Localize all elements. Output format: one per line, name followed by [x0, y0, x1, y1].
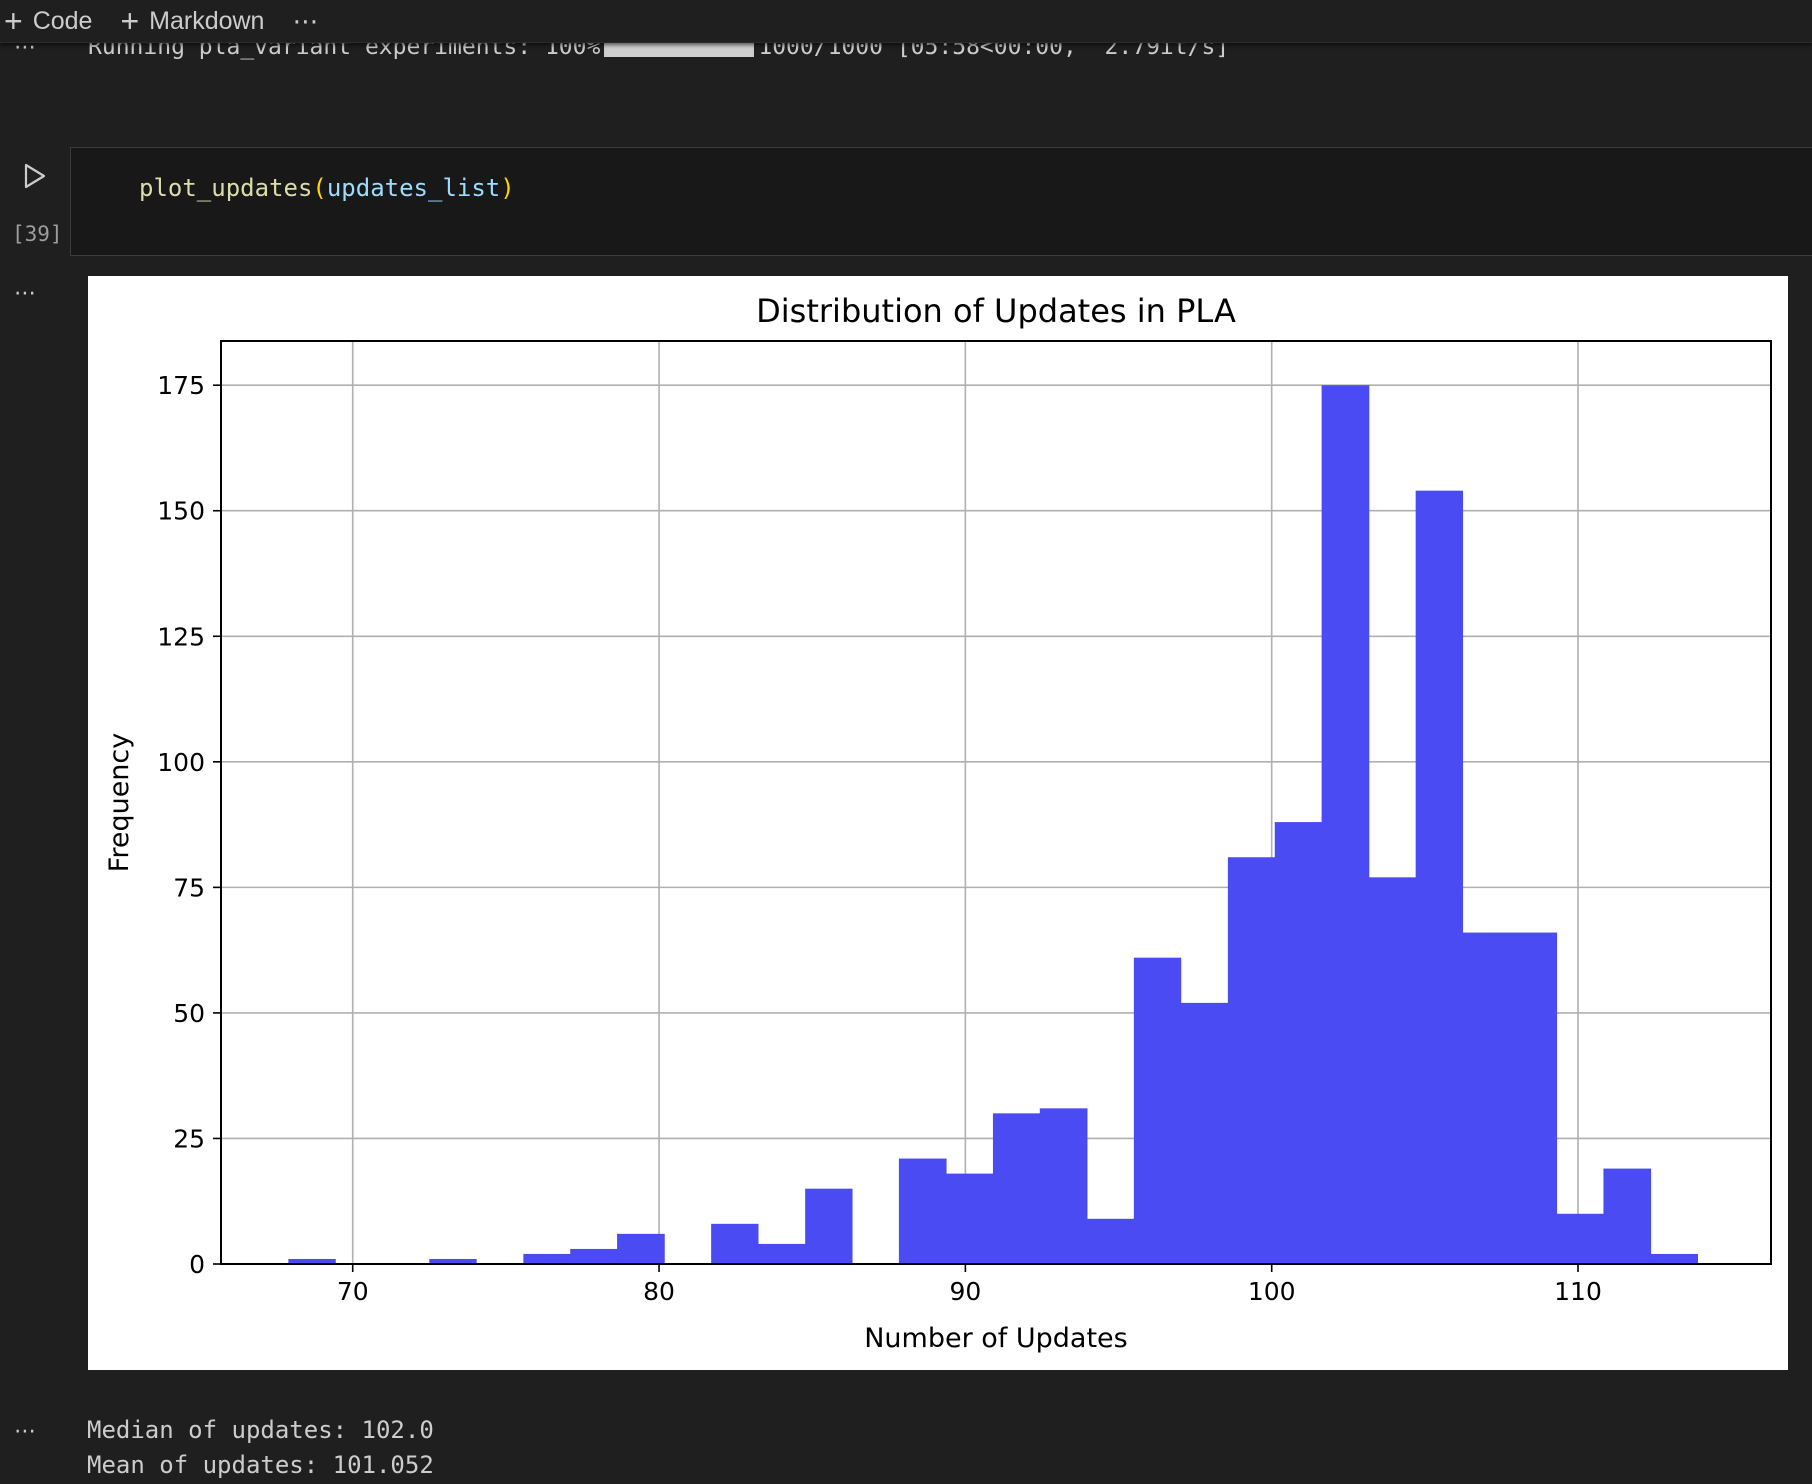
add-markdown-label: Markdown — [149, 6, 265, 35]
x-tick-label: 90 — [949, 1277, 981, 1306]
histogram-bar — [1274, 822, 1323, 1264]
code-cell-editor[interactable]: plot_updates(updates_list) — [70, 147, 1812, 256]
histogram-bar — [1509, 932, 1558, 1264]
add-markdown-cell-button[interactable]: + Markdown — [120, 5, 264, 37]
output-more-icon[interactable]: ⋯ — [14, 1418, 37, 1443]
execution-count: [39] — [12, 222, 63, 246]
histogram-bar — [1556, 1213, 1604, 1264]
y-axis-label: Frequency — [104, 733, 135, 873]
code-open-paren: ( — [312, 174, 327, 202]
histogram-bar — [1650, 1253, 1698, 1264]
plot-output: 70 80 90 100 110 0 25 50 75 100 125 150 175 Distribut… — [88, 276, 1788, 1370]
x-tick-label: 80 — [643, 1277, 675, 1306]
histogram-bar — [1415, 490, 1464, 1264]
more-actions-icon[interactable]: ⋯ — [292, 5, 321, 36]
add-code-cell-button[interactable]: + Code — [4, 5, 92, 37]
histogram-bar — [429, 1258, 477, 1264]
histogram-bar — [757, 1243, 806, 1264]
histogram-bar — [288, 1258, 336, 1264]
code-function-name: plot_updates — [139, 174, 313, 202]
code-argument: updates_list — [326, 174, 501, 202]
histogram-bar — [570, 1248, 618, 1264]
plot-frame — [220, 340, 1772, 1265]
run-cell-button[interactable] — [22, 162, 48, 190]
x-tick-label: 70 — [337, 1277, 369, 1306]
y-tick-label: 50 — [173, 999, 205, 1028]
histogram-bar — [1603, 1168, 1652, 1264]
histogram-bar — [805, 1188, 853, 1264]
histogram-bar — [1368, 877, 1417, 1264]
histogram-bar — [898, 1158, 947, 1264]
y-tick-label: 75 — [173, 873, 205, 902]
output-more-icon[interactable]: ⋯ — [14, 280, 37, 305]
x-axis-label: Number of Updates — [864, 1323, 1128, 1354]
y-tick-label: 25 — [173, 1124, 205, 1153]
y-tick-label: 0 — [189, 1250, 205, 1279]
histogram-bar — [1133, 957, 1182, 1264]
y-tick-label: 100 — [157, 748, 205, 777]
x-tick-label: 100 — [1248, 1277, 1296, 1306]
plus-icon: + — [4, 3, 23, 39]
play-icon — [24, 163, 46, 189]
histogram-bar — [1039, 1108, 1088, 1264]
add-code-label: Code — [32, 6, 93, 35]
histogram-bar — [523, 1253, 571, 1264]
progress-output: Running pla_variant experiments: 100% 100… — [88, 34, 1229, 60]
histogram-bar — [1462, 932, 1511, 1264]
median-output: Median of updates: 102.0 — [87, 1416, 434, 1444]
histogram-bar — [946, 1173, 994, 1264]
histogram-bar — [1227, 857, 1276, 1264]
histogram-bar — [1086, 1218, 1135, 1264]
histogram-bar — [617, 1233, 665, 1264]
plus-icon: + — [120, 3, 140, 39]
mean-output: Mean of updates: 101.052 — [87, 1451, 434, 1479]
histogram-bar — [1321, 385, 1370, 1264]
notebook-toolbar: + Code + Markdown ⋯ — [0, 0, 1812, 43]
code-close-paren: ) — [500, 174, 515, 202]
y-tick-label: 175 — [157, 371, 205, 400]
histogram-chart: 70 80 90 100 110 0 25 50 75 100 125 150 175 Distribut… — [104, 292, 1772, 1354]
histogram-bar — [1180, 1002, 1229, 1264]
y-tick-label: 150 — [157, 497, 205, 526]
y-tick-label: 125 — [157, 622, 205, 651]
histogram-bar — [711, 1223, 759, 1264]
chart-title: Distribution of Updates in PLA — [756, 292, 1236, 330]
histogram-bar — [992, 1113, 1041, 1264]
x-tick-label: 110 — [1554, 1277, 1602, 1306]
code-line: plot_updates(updates_list) — [139, 174, 515, 202]
